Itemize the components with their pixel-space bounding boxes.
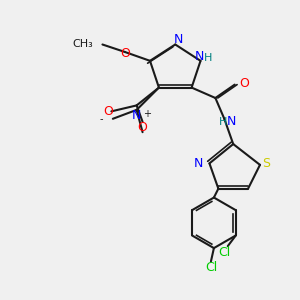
Text: O: O	[103, 105, 113, 118]
Text: +: +	[143, 109, 151, 119]
Text: N: N	[194, 50, 204, 63]
Text: N: N	[132, 109, 141, 122]
Text: H: H	[219, 117, 227, 127]
Text: N: N	[173, 33, 183, 46]
Text: N: N	[227, 115, 236, 128]
Text: Cl: Cl	[219, 246, 231, 259]
Text: N: N	[194, 157, 203, 170]
Text: O: O	[120, 47, 130, 60]
Text: S: S	[262, 157, 270, 170]
Text: -: -	[99, 114, 103, 124]
Text: H: H	[204, 53, 212, 63]
Text: O: O	[138, 121, 148, 134]
Text: Cl: Cl	[205, 261, 217, 274]
Text: O: O	[239, 76, 249, 90]
Text: CH₃: CH₃	[73, 40, 94, 50]
